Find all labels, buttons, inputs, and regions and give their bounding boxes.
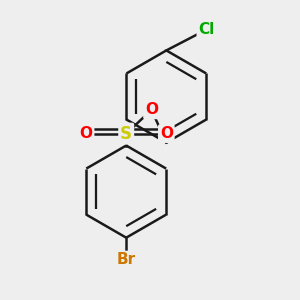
Text: O: O bbox=[145, 102, 158, 117]
Text: S: S bbox=[120, 125, 132, 143]
Text: O: O bbox=[160, 126, 173, 141]
Text: Cl: Cl bbox=[198, 22, 214, 37]
Text: O: O bbox=[80, 126, 93, 141]
Text: Br: Br bbox=[117, 253, 136, 268]
